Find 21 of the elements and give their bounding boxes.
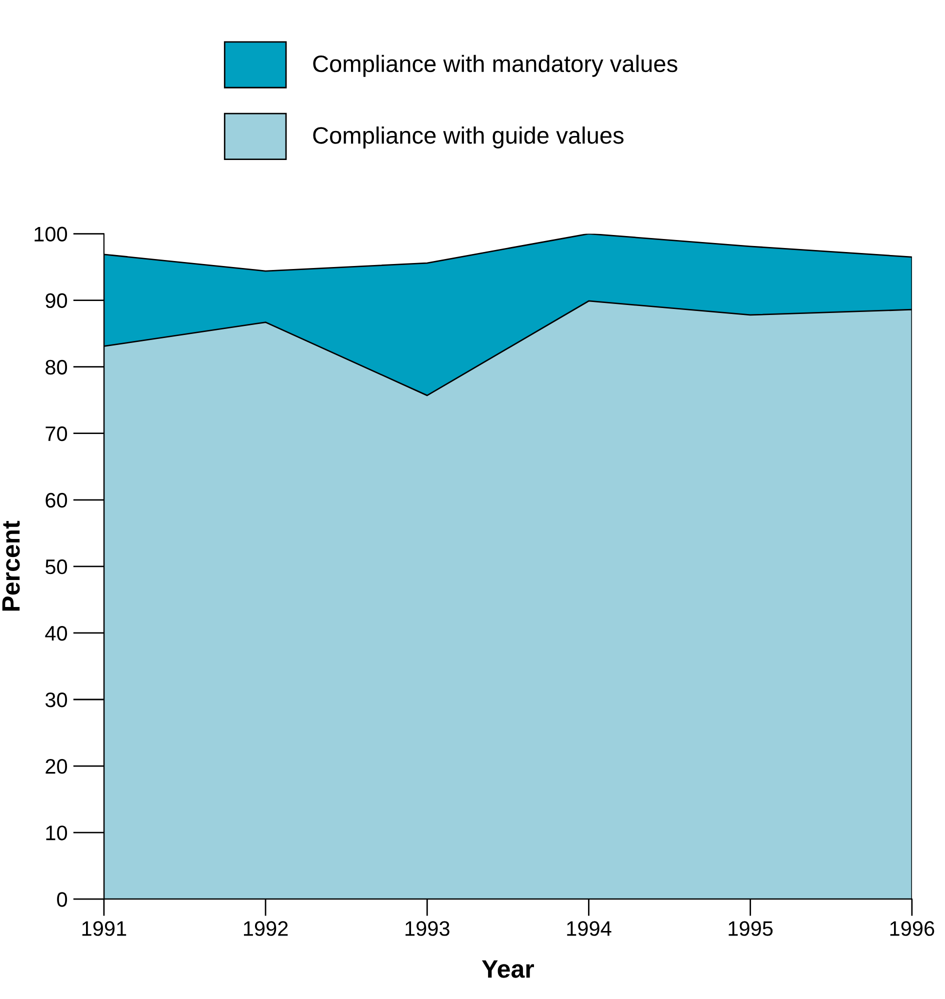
x-tick-label: 1991	[82, 921, 126, 936]
y-tick-label: 50	[46, 559, 68, 574]
x-tick-label: 1993	[406, 921, 450, 936]
legend-label: Compliance with guide values	[313, 126, 624, 148]
y-tick-label: 20	[46, 759, 68, 774]
x-tick-label: 1996	[890, 921, 934, 936]
y-axis-title: Percent	[2, 520, 20, 611]
y-tick-label: 60	[46, 492, 68, 508]
y-tick-label: 80	[46, 360, 68, 375]
x-axis-title: Year	[482, 960, 534, 978]
legend-label: Compliance with mandatory values	[313, 54, 678, 77]
y-tick-label: 40	[45, 626, 68, 641]
x-tick-label: 1994	[567, 921, 612, 936]
y-tick-label: 100	[34, 226, 68, 242]
y-tick-label: 70	[46, 426, 68, 442]
y-tick-label: 90	[46, 293, 68, 308]
y-tick-label: 30	[45, 692, 68, 708]
y-tick-label: 10	[46, 826, 68, 840]
x-tick-label: 1995	[728, 921, 773, 936]
y-tick-label: 0	[57, 892, 68, 907]
x-tick-label: 1992	[244, 921, 288, 936]
